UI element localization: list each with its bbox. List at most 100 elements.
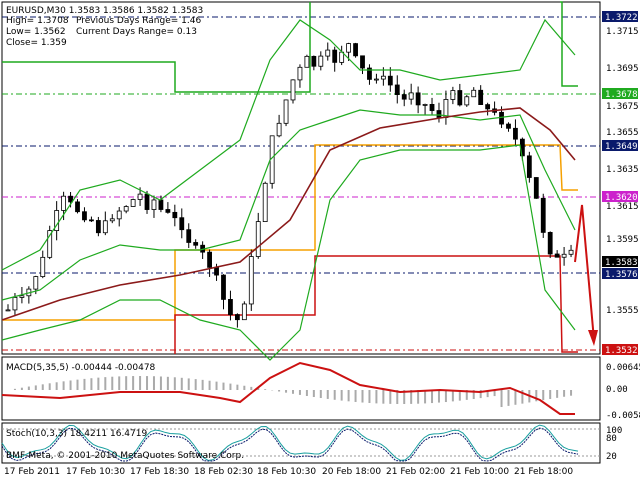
- candle-body: [561, 253, 567, 258]
- candle-body: [33, 276, 39, 290]
- candle-body: [499, 111, 504, 125]
- price-tag-box: [602, 191, 638, 202]
- candle-body: [116, 210, 122, 220]
- candle-body: [394, 84, 400, 95]
- candle-body: [506, 123, 511, 129]
- macd-signal-line: [1, 361, 575, 415]
- low-text: Low= 1.3562: [6, 27, 66, 37]
- candle-body: [47, 230, 53, 258]
- candle-body: [95, 220, 101, 234]
- price-tag-1: 1.3722: [605, 13, 638, 23]
- candle-body: [165, 209, 171, 213]
- candle-body: [290, 79, 296, 101]
- candle-body: [137, 193, 143, 200]
- candle-body: [248, 256, 254, 305]
- candle-body: [276, 122, 282, 137]
- candle-body: [186, 229, 192, 243]
- pivot-step-green-right: [560, 1, 578, 87]
- price-tag-box: [602, 344, 638, 355]
- candle-body: [5, 309, 11, 312]
- pivot-step-green: [2, 2, 311, 93]
- candle-body: [464, 96, 470, 106]
- candle-body: [540, 197, 546, 233]
- candle-body: [318, 55, 324, 67]
- price-tag-box: [602, 256, 638, 267]
- candle-body: [408, 92, 414, 100]
- bollinger-middle: [1, 109, 576, 301]
- current-range-text: Current Days Range= 0.13: [76, 27, 197, 37]
- price-tick: 1.3675: [606, 102, 639, 112]
- candle-body: [68, 195, 73, 203]
- candle-body: [158, 199, 164, 210]
- time-tick: 21 Feb 10:00: [450, 467, 509, 477]
- price-tick: 1.3715: [606, 27, 639, 37]
- candle-body: [241, 303, 247, 321]
- candle-body: [109, 218, 115, 222]
- bollinger-lower: [1, 144, 576, 361]
- candle-body: [130, 199, 136, 207]
- stoch-axis-100: 100: [606, 426, 622, 436]
- price-tick: 1.3615: [606, 202, 639, 212]
- candle-body: [547, 232, 553, 255]
- candle-body: [360, 55, 365, 69]
- stochastic-panel[interactable]: [1, 422, 601, 464]
- candle-body: [485, 104, 491, 110]
- candle-body: [283, 99, 289, 124]
- price-tick: 1.3595: [606, 235, 639, 245]
- candle-body: [325, 49, 331, 57]
- candle-body: [193, 242, 199, 246]
- symbol-ohlc-text: EURUSD,M30 1.3583 1.3586 1.3582 1.3583: [6, 6, 203, 16]
- candle-body: [353, 43, 358, 57]
- candle-body: [179, 217, 185, 231]
- time-tick: 18 Feb 02:30: [194, 467, 253, 477]
- price-tag-box: [602, 11, 638, 22]
- price-tags: 1.3722 1.3678 1.3649 1.3620 1.3583 1.357…: [602, 11, 638, 356]
- candle-body: [436, 110, 442, 118]
- price-tick: 1.3655: [606, 128, 639, 138]
- candle-body: [207, 251, 212, 268]
- candle-body: [429, 104, 435, 111]
- close-text: Close= 1.359: [6, 38, 67, 48]
- candle-body: [89, 219, 94, 222]
- pivot-step-red: [174, 255, 578, 354]
- stoch-axis-20: 20: [606, 452, 617, 462]
- level-lines-layer: [2, 1, 600, 354]
- macd-axis-bottom: -0.00588: [606, 411, 640, 421]
- main-price-panel[interactable]: [1, 1, 601, 355]
- bollinger-upper: [1, 18, 576, 271]
- candle-body: [450, 90, 456, 100]
- candle-body: [221, 274, 226, 300]
- candle-body: [297, 66, 303, 81]
- copyright-text: BMF-Meta, © 2001-2010 MetaQuotes Softwar…: [6, 451, 244, 461]
- time-tick: 17 Feb 10:30: [66, 467, 125, 477]
- candle-body: [19, 295, 25, 298]
- price-tick: 1.3695: [606, 64, 639, 74]
- time-tick: 21 Feb 02:00: [386, 467, 445, 477]
- candle-body: [172, 211, 178, 219]
- previous-range-text: Previous Days Range= 1.46: [76, 16, 201, 26]
- candle-body: [346, 43, 352, 53]
- stoch-main-line: [1, 424, 579, 462]
- time-tick: 20 Feb 18:00: [322, 467, 381, 477]
- candle-body: [102, 220, 108, 234]
- candle-body: [311, 55, 317, 67]
- forecast-arrow: [574, 204, 595, 341]
- candle-body: [471, 89, 477, 98]
- candle-body: [478, 89, 484, 105]
- candle-body: [144, 193, 150, 210]
- candle-body: [367, 67, 372, 80]
- candle-body: [533, 177, 539, 199]
- bollinger-bands-layer: [1, 18, 598, 361]
- macd-axis-top: 0.00645: [606, 363, 640, 373]
- time-axis: 17 Feb 2011 17 Feb 10:30 17 Feb 18:30 18…: [4, 467, 573, 477]
- indicators-layer: [1, 361, 600, 462]
- candle-body: [40, 256, 46, 277]
- candle-body: [151, 199, 157, 210]
- time-tick: 17 Feb 2011: [4, 467, 60, 477]
- candle-body: [61, 195, 67, 211]
- candle-body: [332, 49, 338, 63]
- forecast-arrowhead: [588, 330, 598, 346]
- candle-body: [526, 155, 532, 178]
